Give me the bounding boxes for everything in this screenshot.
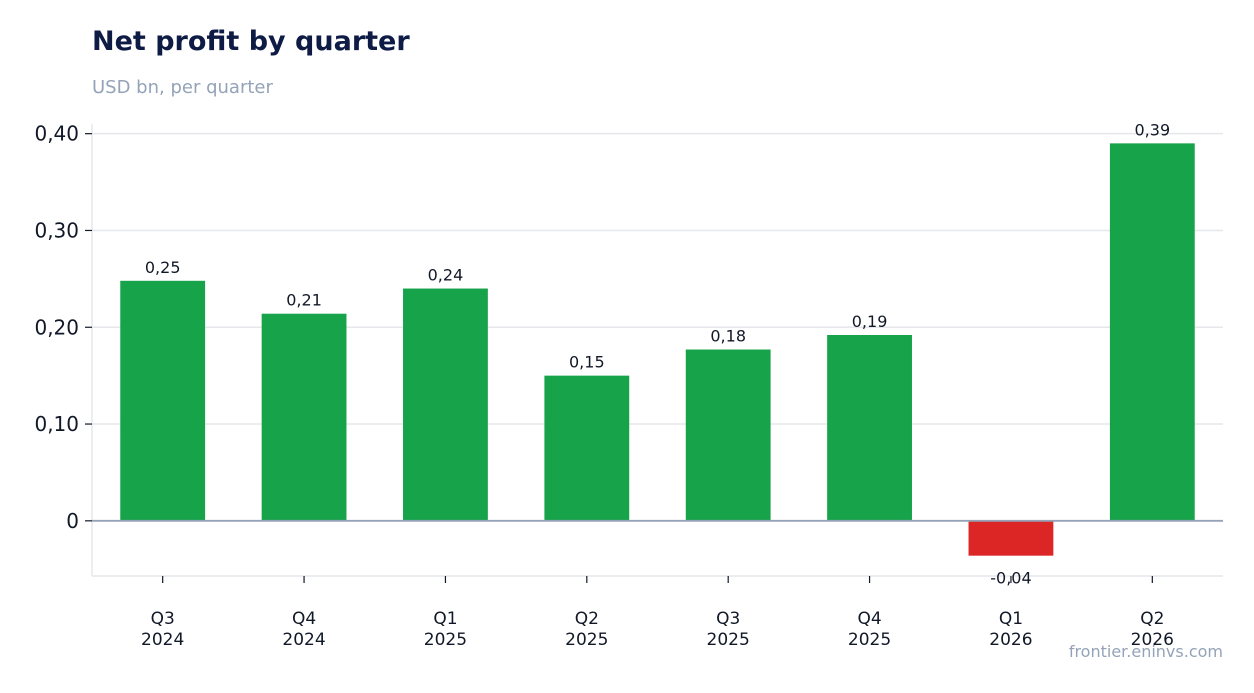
x-tick-label-year: 2026 [1131, 630, 1174, 650]
x-tick-label-year: 2024 [141, 630, 184, 650]
x-tick-label-year: 2025 [565, 630, 608, 650]
source-credit: frontier.eninvs.com [1068, 642, 1223, 661]
x-tick-label-year: 2025 [707, 630, 750, 650]
bars [120, 143, 1195, 556]
x-tick-label-quarter: Q3 [151, 609, 175, 629]
y-tick-label: 0,20 [34, 315, 79, 339]
plot-frame [91, 124, 1223, 577]
data-label: 0,15 [569, 353, 605, 372]
data-label: 0,24 [428, 266, 464, 285]
y-tick-label: 0,30 [34, 218, 79, 242]
x-tick-label-quarter: Q4 [857, 609, 881, 629]
bar [120, 280, 206, 521]
data-label: 0,19 [852, 312, 888, 331]
x-tick-label: Q4 2024 [282, 609, 325, 650]
bar [827, 334, 912, 521]
x-tick-label: Q2 2026 [1131, 609, 1174, 650]
x-tick-label: Q3 2024 [141, 609, 184, 650]
bar [544, 375, 630, 521]
x-tick-label-quarter: Q1 [999, 609, 1023, 629]
bar [685, 349, 771, 521]
x-tick-label: Q3 2025 [707, 609, 750, 650]
x-tick-label: Q1 2026 [989, 609, 1032, 650]
bar [968, 520, 1054, 556]
x-tick-label-year: 2025 [848, 630, 891, 650]
data-label: 0,25 [145, 258, 181, 277]
data-labels: 0,250,210,240,150,180,19-0,040,39 [92, 120, 1223, 588]
bar [403, 288, 488, 521]
bar [261, 313, 347, 521]
x-tick-label-quarter: Q2 [1140, 609, 1164, 629]
bar [1109, 143, 1195, 521]
x-tick-label: Q4 2025 [848, 609, 891, 650]
x-tick-label: Q2 2025 [565, 609, 608, 650]
data-label: 0,21 [286, 291, 322, 310]
y-tick-label: 0 [66, 509, 79, 533]
chart-title: Net profit by quarter [92, 26, 410, 57]
x-tick-label-quarter: Q2 [575, 609, 599, 629]
x-tick-label-quarter: Q1 [433, 609, 457, 629]
y-axis-ticks: 0 0,10 0,20 0,30 0,40 [34, 122, 92, 533]
chart-subtitle: USD bn, per quarter [92, 77, 273, 98]
data-label: 0,39 [1135, 120, 1171, 139]
y-tick-label: 0,40 [34, 122, 79, 146]
x-tick-label-year: 2026 [989, 630, 1032, 650]
x-tick-label: Q1 2025 [424, 609, 467, 650]
y-tick-label: 0,10 [34, 412, 79, 436]
data-label: 0,18 [710, 327, 746, 346]
x-tick-label-quarter: Q3 [716, 609, 740, 629]
x-tick-label-year: 2024 [282, 630, 325, 650]
x-tick-label-quarter: Q4 [292, 609, 316, 629]
x-tick-label-year: 2025 [424, 630, 467, 650]
